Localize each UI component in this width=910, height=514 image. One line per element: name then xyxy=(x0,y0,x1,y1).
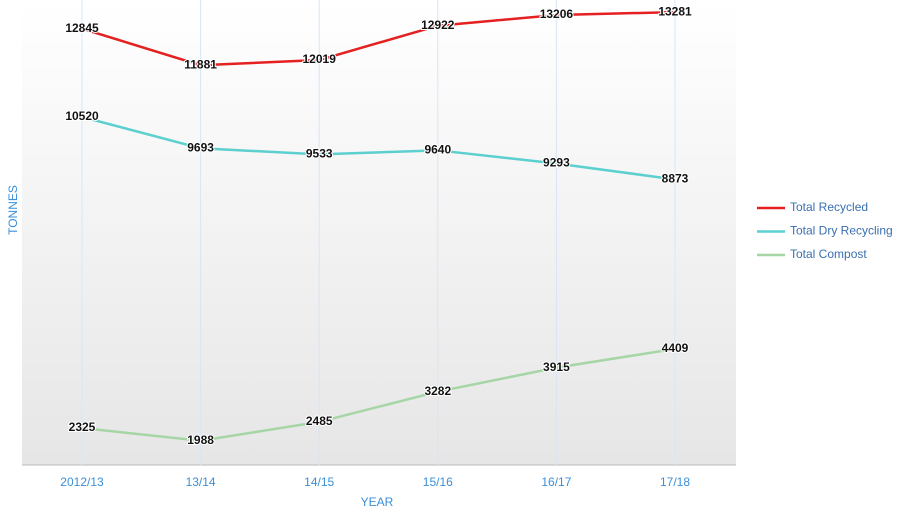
data-label: 13281 xyxy=(658,4,692,18)
plot-background xyxy=(22,0,736,465)
series-line xyxy=(81,347,676,443)
series-line xyxy=(81,115,676,181)
legend-label: Total Recycled xyxy=(790,200,868,214)
data-label: 12845 xyxy=(65,21,99,35)
legend-label: Total Compost xyxy=(790,247,867,261)
legend-label: Total Dry Recycling xyxy=(790,224,893,238)
x-tick-label: 17/18 xyxy=(660,475,690,489)
x-tick-label: 14/15 xyxy=(304,475,334,489)
data-label: 9293 xyxy=(543,156,570,170)
data-label: 12019 xyxy=(303,52,337,66)
data-label: 10520 xyxy=(65,109,99,123)
series-line xyxy=(81,10,676,67)
data-label: 2325 xyxy=(69,420,96,434)
x-tick-label: 13/14 xyxy=(186,475,216,489)
data-label: 12922 xyxy=(421,18,455,32)
x-tick-label: 16/17 xyxy=(541,475,571,489)
data-label: 9533 xyxy=(306,147,333,161)
x-axis-title: YEAR xyxy=(361,495,394,509)
data-label: 9640 xyxy=(424,142,451,156)
data-label: 9693 xyxy=(187,140,214,154)
x-tick-label: 2012/13 xyxy=(60,475,104,489)
data-label: 8873 xyxy=(662,172,689,186)
data-label: 4409 xyxy=(662,341,689,355)
x-tick-label: 15/16 xyxy=(423,475,453,489)
y-axis-title: TONNES xyxy=(6,185,20,235)
data-label: 13206 xyxy=(540,7,574,21)
data-label: 1988 xyxy=(187,433,214,447)
data-label: 3282 xyxy=(424,384,451,398)
data-label: 11881 xyxy=(184,57,217,71)
data-label: 2485 xyxy=(306,414,333,428)
data-label: 3915 xyxy=(543,360,570,374)
